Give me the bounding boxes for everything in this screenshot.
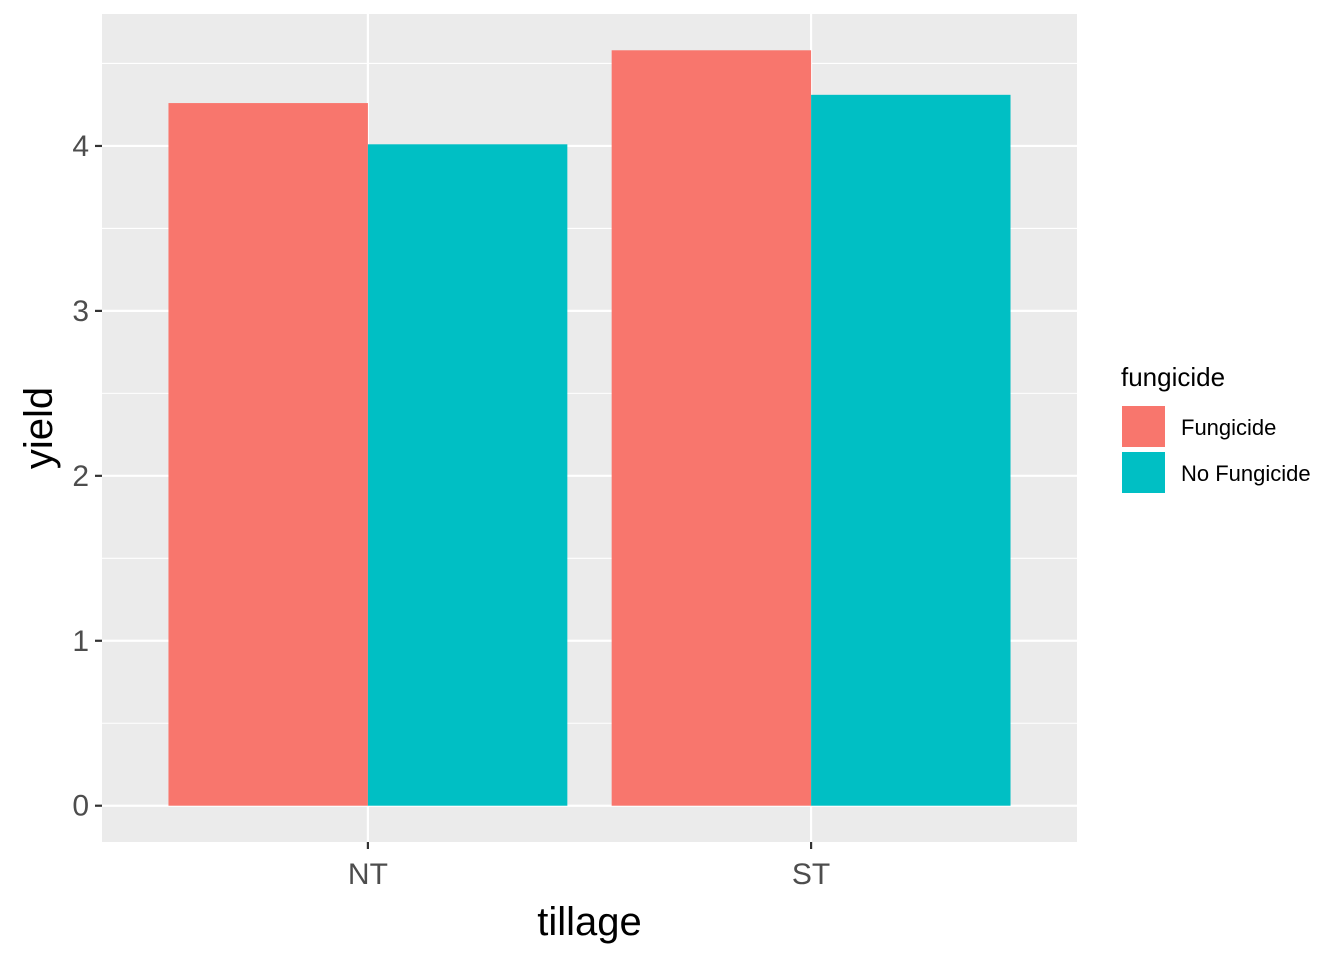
legend-label: Fungicide [1181,415,1276,440]
bar-st-no-fungicide [811,94,1011,806]
x-tick-label: NT [348,858,388,891]
y-tick-label: 4 [72,130,89,163]
bar-nt-no-fungicide [367,144,568,806]
y-axis-title: yield [17,387,61,469]
bar-st-fungicide [611,50,812,806]
legend-key-no-fungicide [1122,452,1165,493]
y-tick-label: 1 [72,625,89,658]
x-tick-label: ST [792,858,830,891]
legend-title: fungicide [1121,362,1225,392]
y-axis: 0 1 2 3 4 [72,130,102,823]
legend: fungicide Fungicide No Fungicide [1121,362,1311,493]
legend-key-fungicide [1122,406,1165,447]
bar-nt-fungicide [168,103,368,806]
legend-label: No Fungicide [1181,461,1311,486]
y-tick-label: 0 [72,790,89,823]
y-tick-label: 2 [72,460,89,493]
x-axis-title: tillage [537,900,642,944]
y-tick-label: 3 [72,295,89,328]
bars [168,50,1011,806]
x-axis: NT ST [348,842,830,891]
